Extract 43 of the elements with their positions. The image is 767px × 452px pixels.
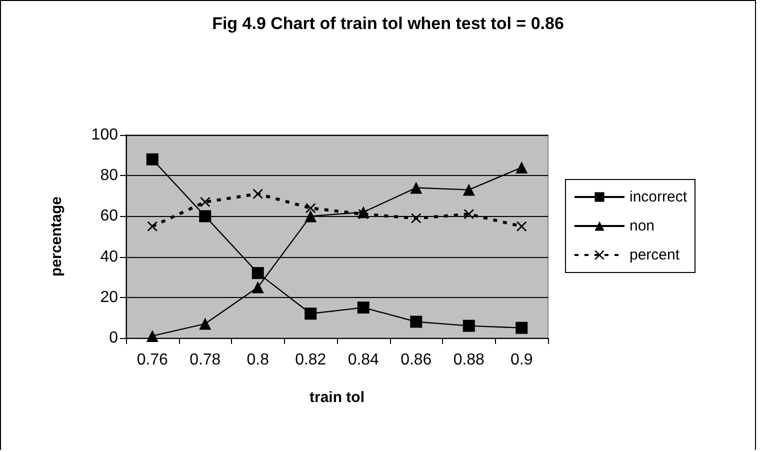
legend-label: percent [629, 246, 680, 264]
x-tick-label: 0.82 [295, 352, 326, 368]
point [306, 203, 316, 214]
chart-title: Fig 4.9 Chart of train tol when test tol = 0.86 [212, 14, 564, 33]
y-tick-label: 60 [100, 208, 118, 225]
point [252, 188, 263, 199]
x-tick-label: 0.76 [136, 352, 168, 368]
point [146, 153, 158, 166]
point [410, 316, 422, 328]
point [304, 210, 317, 222]
point [199, 318, 212, 330]
point [516, 161, 528, 174]
point [464, 209, 474, 220]
point [357, 302, 370, 314]
x-tick-label: 0.78 [190, 352, 221, 368]
x-tick-label: 0.84 [348, 352, 380, 368]
point [358, 209, 368, 220]
point [462, 184, 475, 196]
point [146, 330, 158, 342]
y-tick-label: 20 [100, 288, 118, 306]
point [199, 210, 212, 222]
x-axis-title: train tol [310, 389, 364, 406]
x-tick-label: 0.8 [246, 352, 270, 368]
y-tick-label: 100 [91, 126, 118, 144]
point [252, 267, 264, 280]
point [411, 213, 422, 224]
y-tick-label: 0 [109, 330, 118, 346]
y-tick-label: 40 [100, 248, 118, 266]
point [252, 281, 264, 294]
point [410, 182, 422, 194]
x-tick-label: 0.86 [400, 352, 432, 368]
point [200, 196, 210, 207]
point [516, 322, 528, 334]
point [147, 221, 158, 232]
x-tick-label: 0.9 [510, 352, 533, 368]
legend-label: non [629, 218, 655, 234]
point [516, 221, 527, 232]
y-axis-title: percentage [48, 196, 65, 277]
x-tick-label: 0.88 [453, 352, 485, 368]
legend-label: incorrect [629, 188, 688, 206]
point [462, 320, 475, 332]
y-tick-label: 80 [100, 167, 118, 184]
point [304, 308, 317, 320]
